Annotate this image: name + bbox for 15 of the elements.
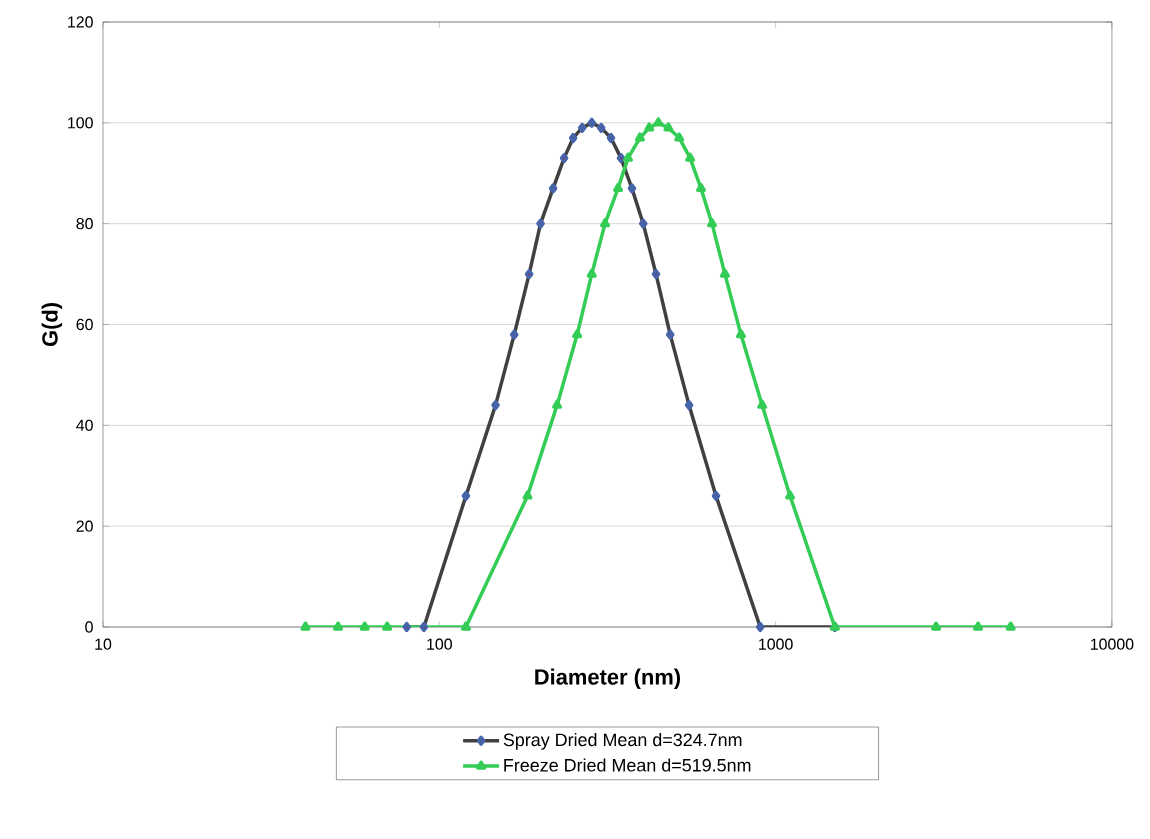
x-tick-label: 10 [95,638,112,650]
y-tick-label: 20 [76,520,93,532]
y-axis-title: G(d) [41,303,63,347]
y-tick-label: 80 [76,218,93,230]
x-tick-label: 1000 [759,638,793,650]
y-tick-label: 40 [76,419,93,431]
y-tick-label: 120 [68,16,93,28]
y-tick-label: 0 [85,621,93,633]
y-tick-label: 60 [76,318,93,331]
x-tick-label: 10000 [1090,638,1134,650]
legend-label: Spray Dried Mean d=324.7nm [503,733,742,750]
y-tick-label: 100 [68,117,93,129]
x-axis-title: Diameter (nm) [535,668,681,690]
legend-label: Freeze Dried Mean d=519.5nm [504,758,751,772]
x-tick-label: 100 [427,638,452,650]
